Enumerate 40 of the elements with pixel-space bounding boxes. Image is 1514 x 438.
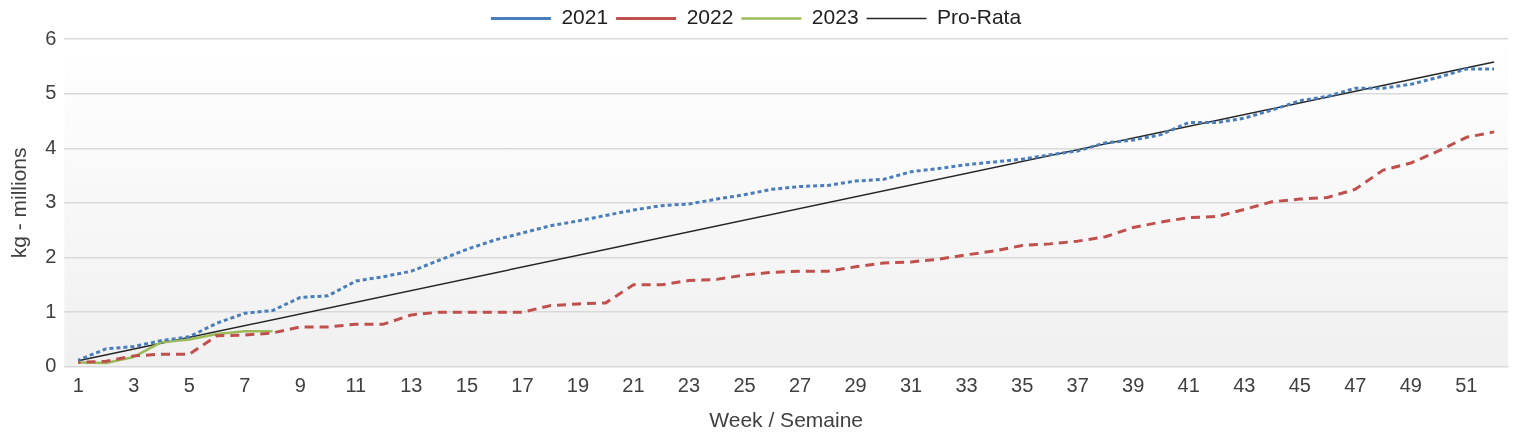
legend-label: 2023 xyxy=(811,5,859,29)
x-tick-label: 3 xyxy=(128,374,140,397)
x-tick-label: 19 xyxy=(566,374,590,397)
x-tick-label: 47 xyxy=(1344,374,1367,397)
y-tick-label: 3 xyxy=(45,190,57,213)
y-tick-label: 6 xyxy=(45,26,57,49)
legend-label: Pro-Rata xyxy=(937,5,1022,29)
y-tick-label: 1 xyxy=(45,299,57,322)
x-tick-label: 15 xyxy=(455,374,479,397)
x-tick-label: 21 xyxy=(622,374,645,397)
x-tick-label: 51 xyxy=(1455,374,1478,397)
x-tick-label: 39 xyxy=(1122,374,1145,397)
x-tick-label: 31 xyxy=(899,374,923,397)
y-tick-label: 0 xyxy=(45,354,57,377)
x-tick-label: 25 xyxy=(733,374,756,397)
x-tick-label: 29 xyxy=(844,374,867,397)
line-series xyxy=(76,130,1496,364)
y-axis-title: kg - millions xyxy=(7,147,31,259)
x-tick-label: 13 xyxy=(400,374,423,397)
legend-label: 2022 xyxy=(686,5,734,29)
x-tick-label: 9 xyxy=(294,374,306,397)
x-tick-label: 43 xyxy=(1233,374,1256,397)
x-tick-label: 11 xyxy=(345,374,367,397)
x-tick-label: 35 xyxy=(1011,374,1034,397)
x-tick-label: 7 xyxy=(239,374,251,397)
x-tick-label: 23 xyxy=(677,374,701,397)
x-tick-label: 45 xyxy=(1288,374,1311,397)
y-tick-label: 2 xyxy=(45,245,57,268)
x-tick-label: 41 xyxy=(1177,374,1200,397)
legend-label: 2021 xyxy=(561,5,609,29)
x-tick-label: 1 xyxy=(72,374,84,397)
x-tick-label: 37 xyxy=(1066,374,1089,397)
x-tick-label: 49 xyxy=(1399,374,1422,397)
y-tick-label: 4 xyxy=(45,135,57,158)
x-tick-label: 33 xyxy=(955,374,978,397)
x-tick-label: 27 xyxy=(788,374,812,397)
x-tick-label: 17 xyxy=(511,374,534,397)
y-tick-label: 5 xyxy=(45,81,57,104)
x-axis-title: Week / Semaine xyxy=(709,408,864,432)
x-tick-label: 5 xyxy=(183,374,195,397)
